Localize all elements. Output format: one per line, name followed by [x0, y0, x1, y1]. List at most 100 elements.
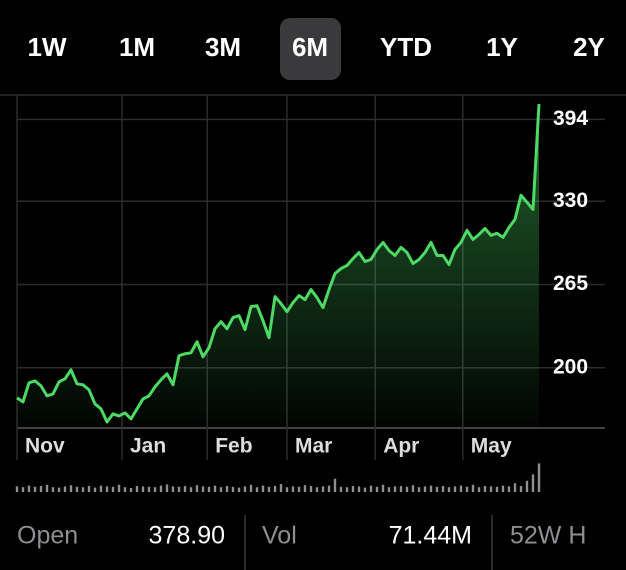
range-tab[interactable]: 6M: [292, 32, 328, 62]
volume-bar: [159, 485, 163, 492]
range-tab[interactable]: 2Y: [573, 32, 605, 62]
x-tick-label: Feb: [215, 435, 252, 458]
volume-bar: [351, 486, 355, 492]
volume-bar: [411, 485, 415, 492]
volume-bar: [519, 486, 523, 492]
volume-bar: [507, 486, 511, 492]
volume-bar: [51, 487, 55, 492]
volume-bar: [495, 486, 499, 492]
volume-bar: [213, 485, 217, 492]
volume-bar: [243, 486, 247, 492]
volume-bar: [339, 486, 343, 492]
y-tick-label: 394: [553, 107, 588, 130]
volume-bar: [33, 486, 37, 492]
volume-bar: [261, 485, 265, 492]
range-tab[interactable]: 1M: [119, 32, 155, 62]
volume-bar: [123, 487, 127, 492]
stat-label: Open: [17, 522, 78, 550]
volume-bar: [435, 486, 439, 492]
volume-bar: [231, 486, 235, 492]
volume-bar: [201, 486, 205, 492]
volume-bar: [429, 485, 433, 492]
volume-bar: [171, 486, 175, 492]
volume-bar: [489, 486, 493, 492]
volume-bar: [375, 486, 379, 492]
volume-bar: [111, 486, 115, 492]
volume-bar: [153, 487, 157, 492]
volume-bar: [141, 486, 145, 492]
volume-bar: [465, 486, 469, 492]
volume-bar: [69, 485, 73, 492]
volume-bar: [453, 486, 457, 492]
volume-bar: [315, 487, 319, 492]
volume-bar: [135, 486, 139, 492]
volume-bar: [177, 486, 181, 492]
stat-value: 378.90: [149, 522, 225, 550]
volume-bar: [423, 486, 427, 492]
volume-bar: [363, 487, 367, 492]
volume-bar: [273, 486, 277, 492]
volume-bar: [219, 487, 223, 492]
range-tab[interactable]: 3M: [205, 32, 241, 62]
volume-bar: [81, 487, 85, 492]
y-tick-label: 330: [553, 189, 588, 212]
volume-bar: [459, 485, 463, 492]
volume-bar: [99, 485, 103, 492]
volume-bar: [381, 484, 385, 492]
volume-bar: [531, 474, 535, 492]
volume-bar: [417, 487, 421, 492]
volume-bar: [255, 487, 259, 492]
volume-bar: [87, 486, 91, 492]
volume-bar: [501, 485, 505, 492]
volume-bar: [321, 486, 325, 492]
volume-bar: [399, 486, 403, 492]
volume-bar: [333, 478, 337, 492]
volume-bar: [21, 487, 25, 492]
volume-bar: [183, 486, 187, 492]
volume-bar: [297, 486, 301, 492]
x-tick-label: Mar: [295, 435, 332, 458]
volume-bar: [357, 486, 361, 492]
volume-bar: [369, 485, 373, 492]
volume-bar: [405, 486, 409, 492]
volume-bar: [195, 485, 199, 492]
volume-bar: [345, 487, 349, 492]
y-tick-label: 200: [553, 355, 588, 378]
volume-bar: [57, 487, 61, 492]
volume-bar: [117, 484, 121, 492]
volume-bar: [513, 483, 517, 492]
range-tab[interactable]: 1W: [28, 32, 67, 62]
volume-bar: [39, 486, 43, 492]
volume-bar: [93, 487, 97, 492]
volume-bar: [447, 487, 451, 492]
x-tick-label: Jan: [130, 435, 166, 458]
range-tab[interactable]: 1Y: [486, 32, 518, 62]
volume-bar: [147, 486, 151, 492]
volume-bar: [303, 485, 307, 492]
x-tick-label: Nov: [25, 435, 65, 458]
volume-bar: [471, 484, 475, 492]
volume-bar: [207, 486, 211, 492]
volume-bar: [225, 486, 229, 492]
volume-bar: [309, 486, 313, 492]
x-tick-label: Apr: [383, 435, 419, 458]
price-area: [17, 104, 539, 429]
volume-bar: [189, 487, 193, 492]
volume-bar: [537, 463, 541, 492]
volume-bar: [249, 484, 253, 492]
volume-bar: [267, 486, 271, 492]
selected-tab[interactable]: [280, 18, 341, 80]
volume-bar: [237, 487, 241, 492]
volume-bar: [105, 486, 109, 492]
range-tab[interactable]: YTD: [380, 32, 432, 62]
volume-bar: [441, 486, 445, 492]
volume-bar: [129, 488, 133, 492]
stat-label: 52W H: [510, 522, 586, 550]
volume-bar: [291, 486, 295, 492]
volume-bar: [477, 487, 481, 492]
y-tick-label: 265: [553, 272, 588, 295]
volume-bar: [75, 486, 79, 492]
stat-value: 71.44M: [389, 522, 472, 550]
volume-bar: [393, 486, 397, 492]
volume-bar: [483, 486, 487, 492]
